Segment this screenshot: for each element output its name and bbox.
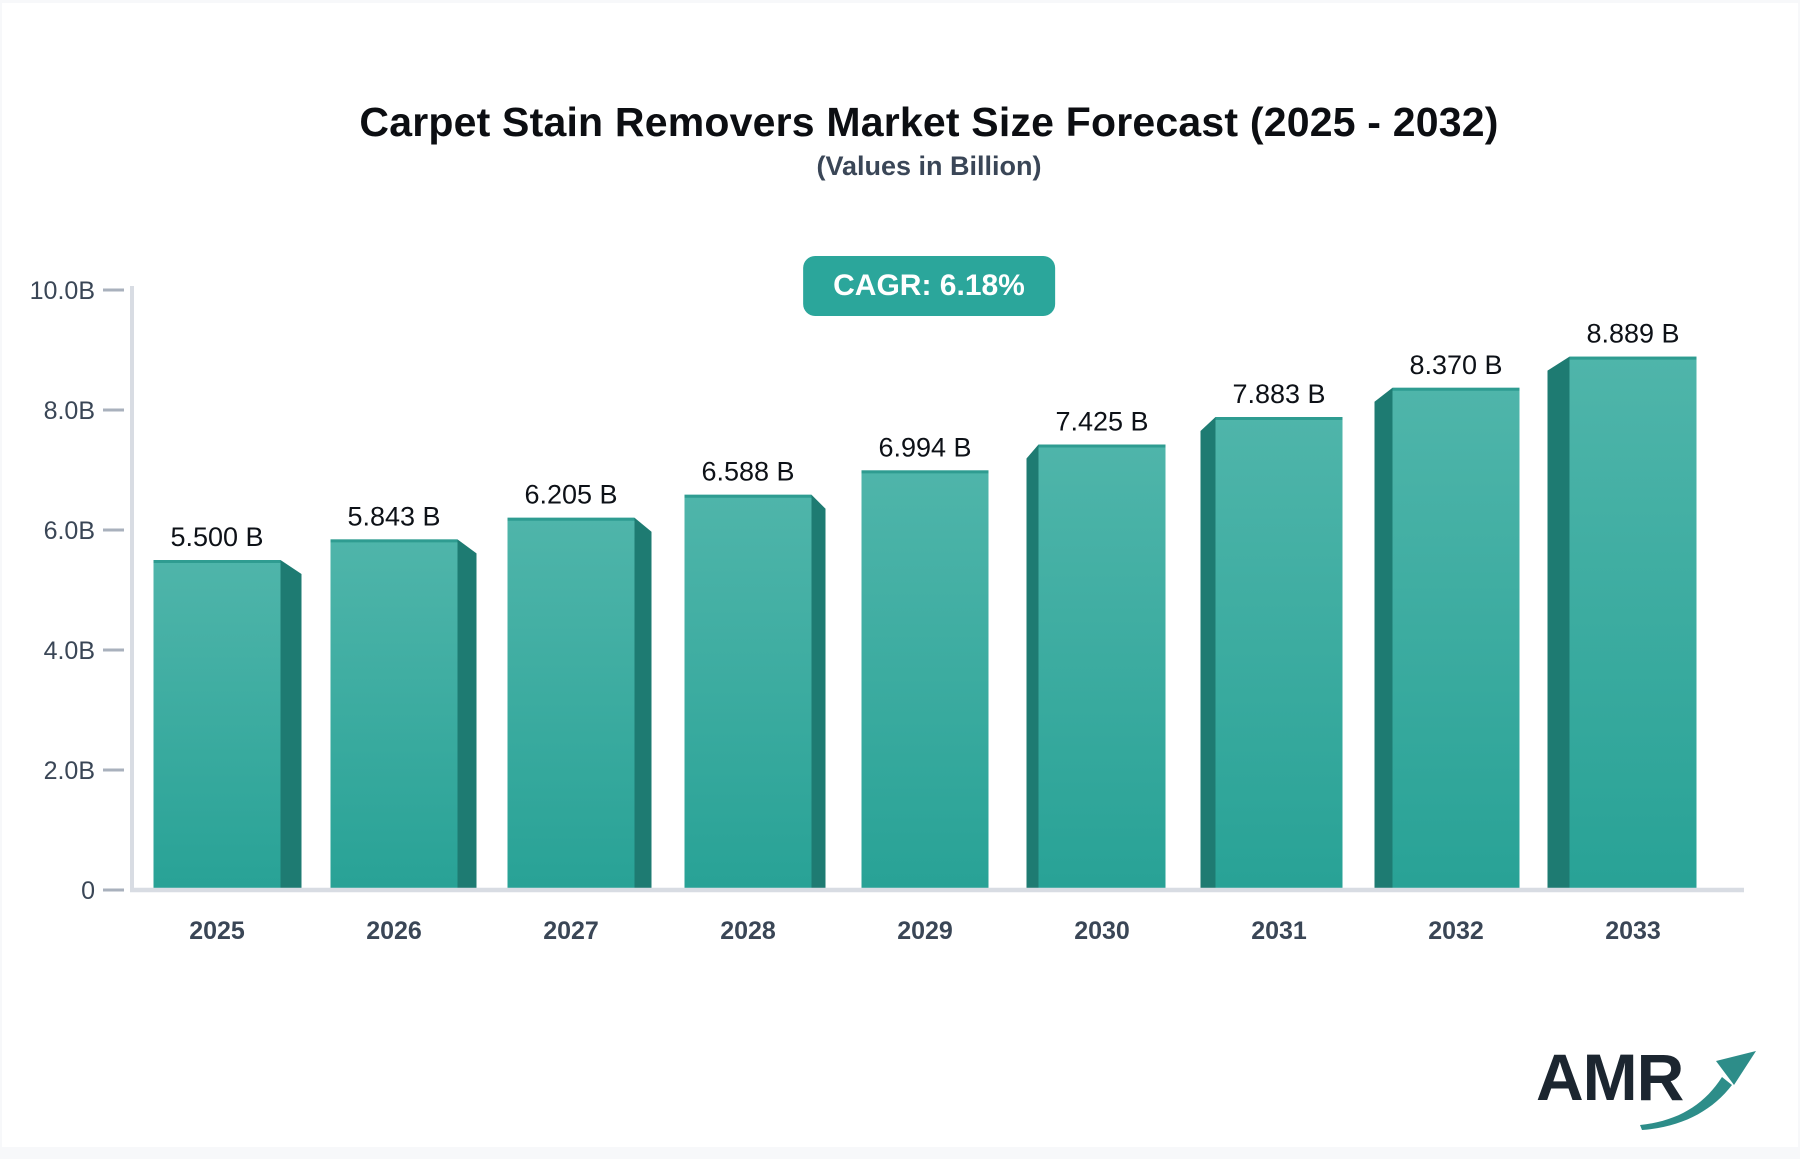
bar-side-face (1548, 357, 1570, 890)
bar-front-face (1393, 388, 1520, 890)
bar-front-face (1039, 445, 1166, 891)
bar-value-label: 6.994 B (878, 432, 971, 462)
bar-value-label: 5.500 B (170, 522, 263, 552)
x-tick-label: 2027 (543, 917, 599, 945)
amr-logo: AMR (1532, 1025, 1762, 1135)
y-tick-label: 6.0B (44, 517, 95, 545)
y-tick-label: 2.0B (44, 757, 95, 785)
bar-2031: 7.883 B 2031 (1201, 379, 1343, 945)
bar-2027: 6.205 B 2027 (508, 480, 652, 945)
bar-value-label: 8.370 B (1409, 350, 1502, 380)
bar-front-face (154, 560, 281, 890)
x-tick-label: 2033 (1605, 917, 1661, 945)
bar-2032: 8.370 B 2032 (1375, 350, 1520, 945)
bar-front-face (685, 495, 812, 890)
bar-side-face (1375, 388, 1393, 890)
bar-value-label: 5.843 B (347, 501, 440, 531)
y-tick-label: 10.0B (30, 277, 95, 305)
bar-side-face (812, 495, 826, 890)
bar-2029: 6.994 B 2029 (862, 432, 989, 945)
bar-front-face (508, 518, 635, 890)
bar-front-face (331, 539, 458, 890)
y-tick-label: 4.0B (44, 637, 95, 665)
bar-value-label: 7.425 B (1055, 407, 1148, 437)
bar-chart-canvas: 0 2.0B 4.0B 6.0B 8.0B 10.0B 5.500 B 2025 5.843 B… (2, 3, 1800, 1159)
bar-2030: 7.425 B 2030 (1027, 407, 1166, 946)
x-tick-label: 2028 (720, 917, 776, 945)
x-tick-label: 2026 (366, 917, 422, 945)
chart-card: Carpet Stain Removers Market Size Foreca… (2, 3, 1798, 1147)
bar-2025: 5.500 B 2025 (154, 522, 302, 945)
bar-value-label: 6.205 B (524, 480, 617, 510)
y-tick-label: 8.0B (44, 397, 95, 425)
x-tick-label: 2032 (1428, 917, 1484, 945)
x-tick-label: 2025 (189, 917, 245, 945)
bar-side-face (458, 539, 477, 890)
y-tick-label: 0 (81, 877, 95, 905)
bar-side-face (1201, 417, 1216, 890)
bar-side-face (281, 560, 302, 890)
x-tick-label: 2031 (1251, 917, 1307, 945)
growth-arrow-icon (1610, 1033, 1760, 1133)
x-tick-label: 2029 (897, 917, 953, 945)
bar-front-face (862, 470, 989, 890)
bar-side-face (1027, 445, 1039, 891)
x-tick-label: 2030 (1074, 917, 1130, 945)
bar-2028: 6.588 B 2028 (685, 457, 826, 945)
bar-value-label: 8.889 B (1586, 319, 1679, 349)
bar-front-face (1570, 357, 1697, 890)
bar-side-face (635, 518, 652, 890)
bar-2026: 5.843 B 2026 (331, 501, 477, 945)
bar-2033: 8.889 B 2033 (1548, 319, 1697, 945)
bar-value-label: 6.588 B (701, 457, 794, 487)
bar-front-face (1216, 417, 1343, 890)
bar-value-label: 7.883 B (1232, 379, 1325, 409)
